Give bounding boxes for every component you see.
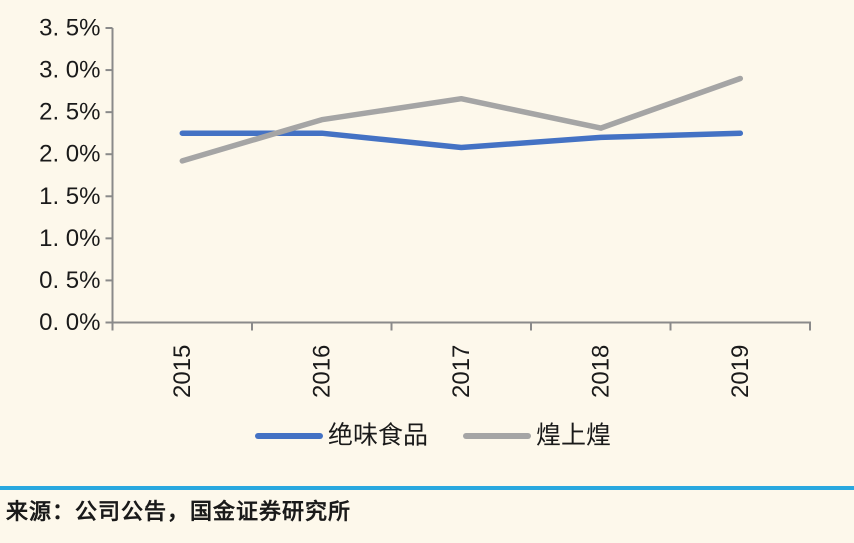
y-axis-label: 3. 5%: [39, 15, 100, 42]
x-axis-label: 2017: [448, 345, 475, 398]
legend-item: 绝味食品: [255, 422, 428, 450]
y-axis-label: 1. 0%: [39, 225, 100, 252]
series-line: [179, 75, 744, 164]
y-axis-label: 1. 5%: [39, 183, 100, 210]
x-axis-label: 2018: [587, 345, 614, 398]
x-axis-label: 2015: [169, 345, 196, 398]
legend-item: 煌上煌: [463, 422, 611, 450]
line-chart: 0. 0% 0. 5% 1. 0% 1. 5% 2. 0% 2. 5% 3. 0% 3. 5%…: [39, 15, 811, 450]
legend: 绝味食品 煌上煌: [255, 422, 611, 450]
y-axis-label: 3. 0%: [39, 57, 100, 84]
x-axis-label: 2016: [308, 345, 335, 398]
axis-frame: [111, 28, 811, 331]
y-axis-label: 2. 0%: [39, 141, 100, 168]
x-axis-label: 2019: [727, 345, 754, 398]
legend-label: 绝味食品: [328, 422, 428, 450]
source-text: 来源：公司公告，国金证券研究所: [6, 499, 352, 524]
y-axis-label: 0. 5%: [39, 267, 100, 294]
y-axis-label: 2. 5%: [39, 99, 100, 126]
legend-label: 煌上煌: [536, 422, 611, 450]
y-axis-label: 0. 0%: [39, 309, 100, 336]
footer-divider: [0, 486, 854, 490]
